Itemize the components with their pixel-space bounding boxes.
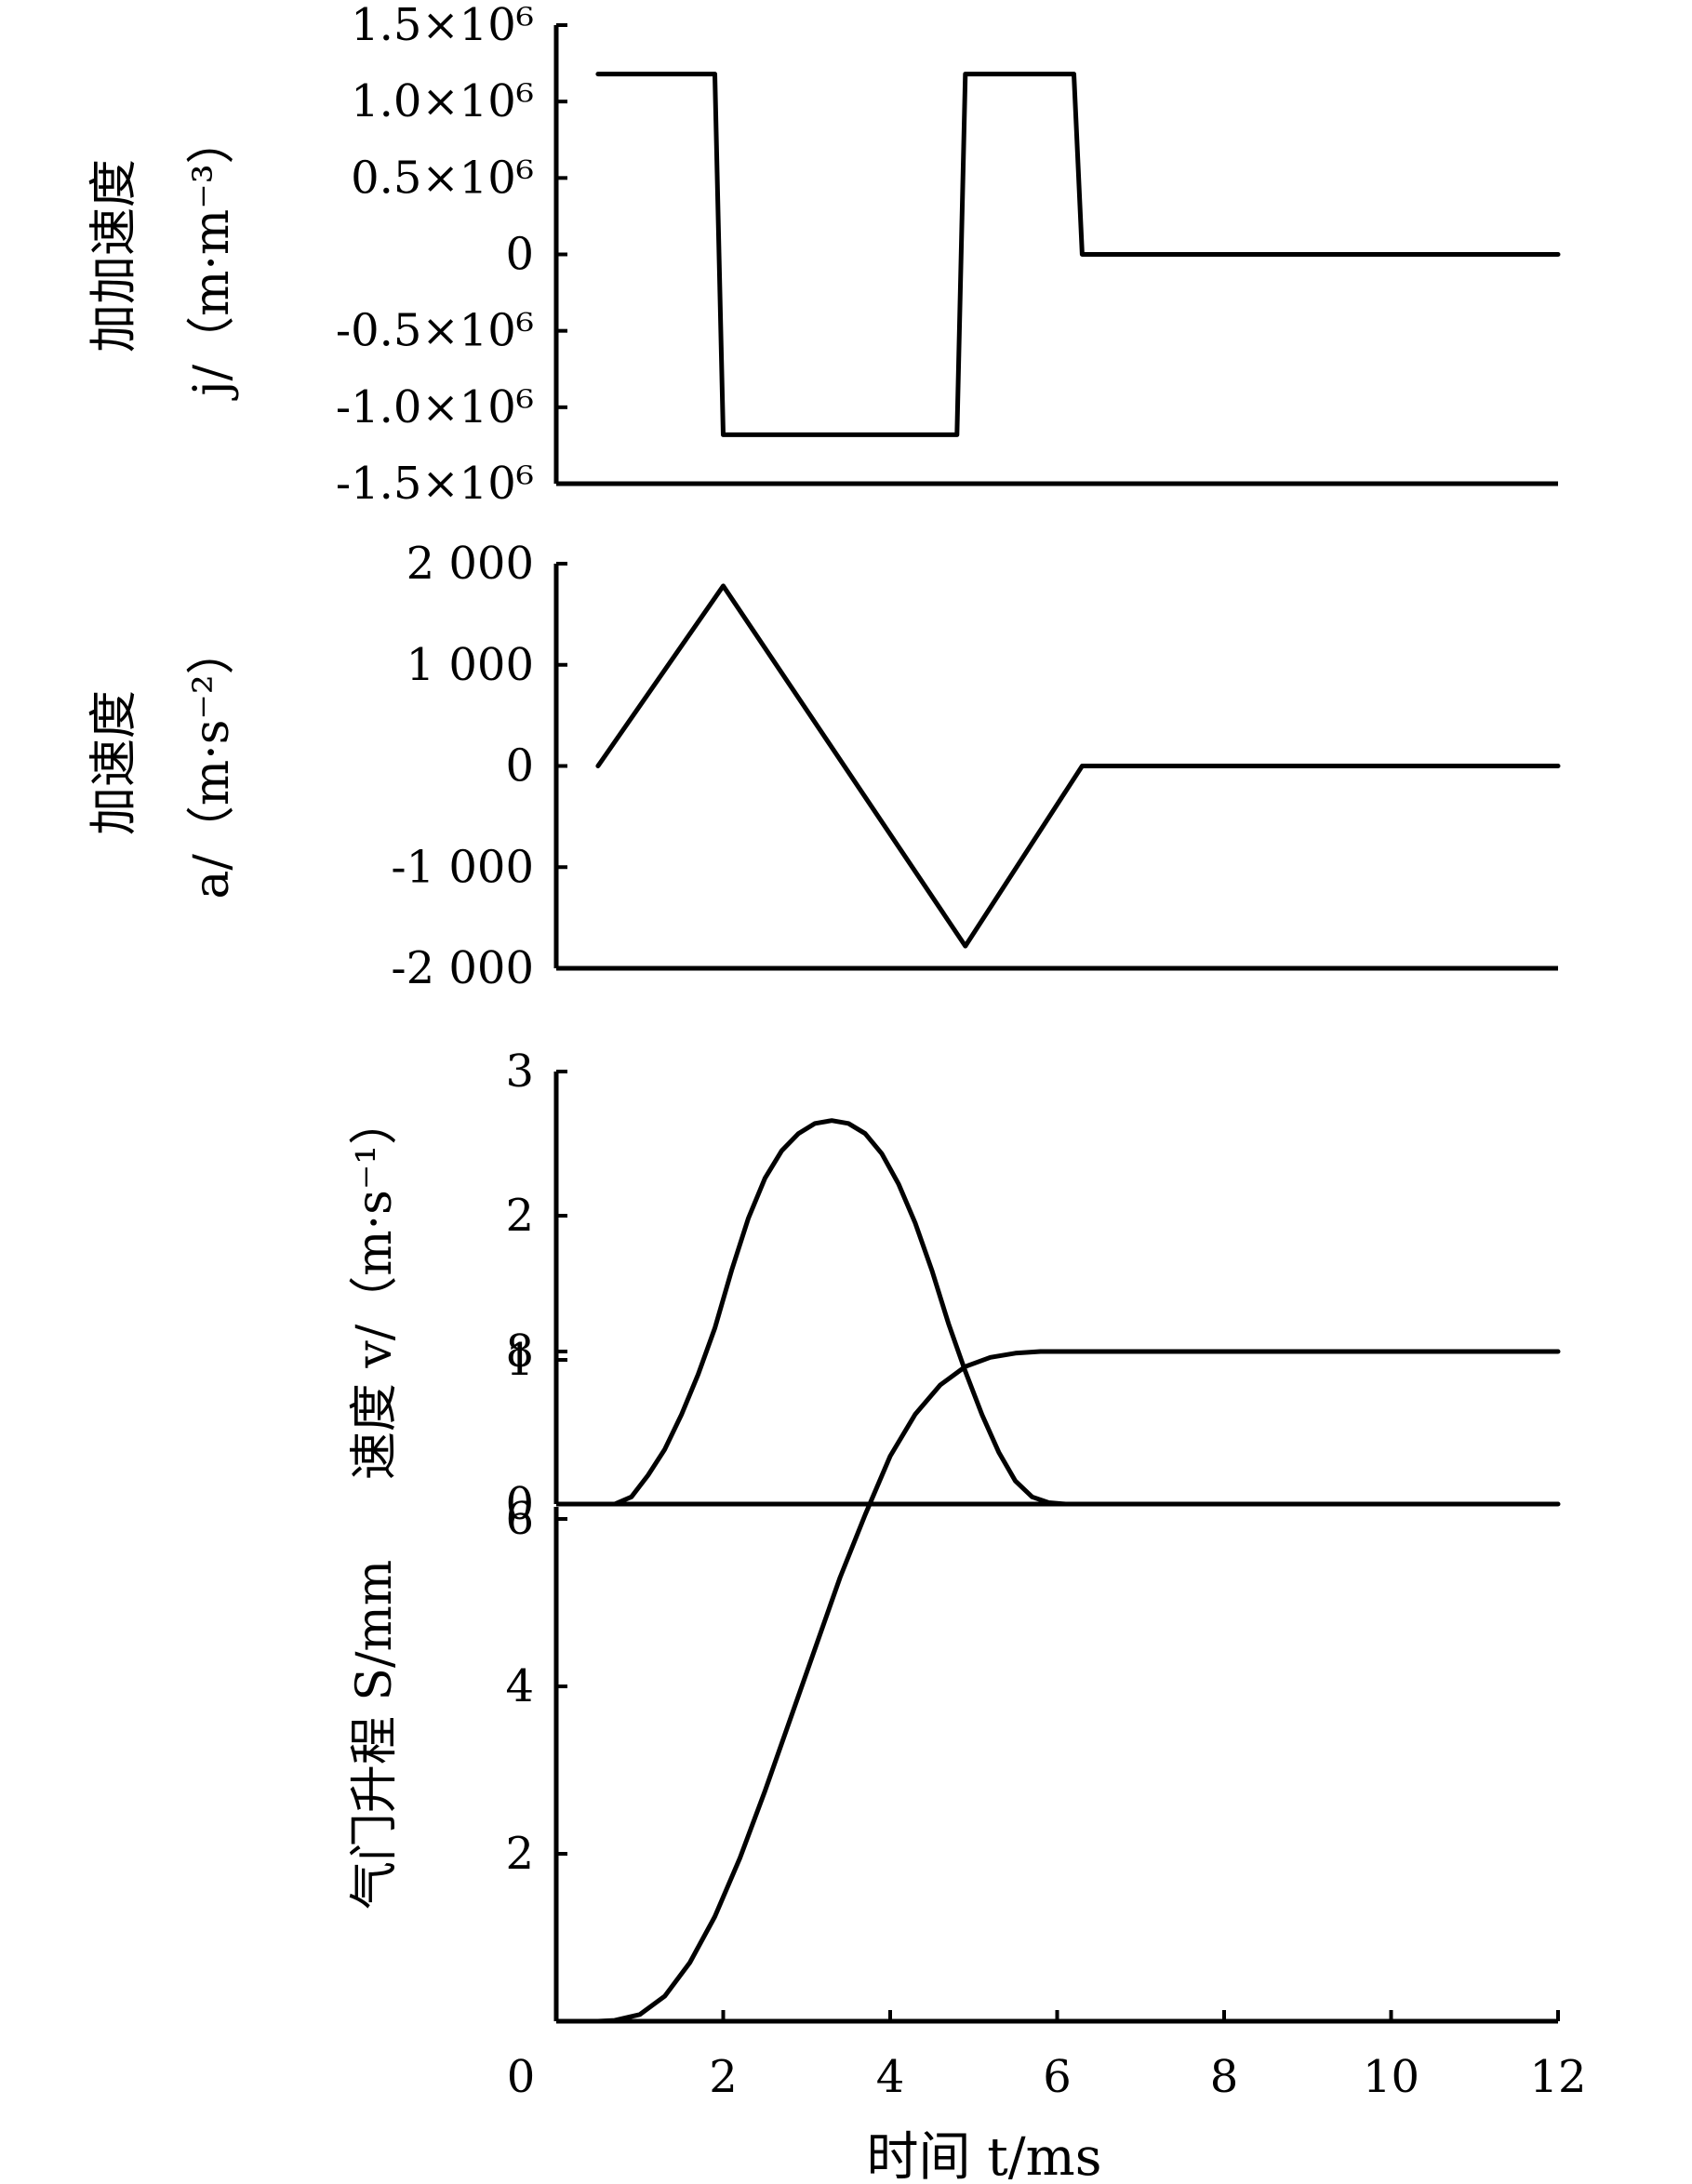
y-axis-title: a/（m·s⁻²） (184, 626, 240, 899)
panel-velocity: 0 1 2 3 速度 v/（m·s⁻¹） (347, 1045, 1561, 1530)
y-tick-label: 2 (505, 1828, 534, 1880)
shared-x-axis: 时间 t/ms 0 2 4 6 8 10 12 (507, 2010, 1587, 2184)
y-tick-label: 3 (505, 1045, 534, 1098)
y-tick-label: -1 000 (391, 841, 534, 893)
x-tick-label: 0 (507, 2051, 536, 2103)
y-tick-label: 2 000 (406, 538, 534, 590)
panel-jerk: -1.5×10⁶ -1.0×10⁶ -0.5×10⁶ 0 0.5×10⁶ 1.0×10⁶ 1… (87, 0, 1561, 510)
y-tick-label: -2 000 (391, 942, 534, 994)
y-tick-label: 1.5×10⁶ (351, 0, 534, 51)
y-tick-label: 0 (505, 740, 534, 792)
x-axis-title: 时间 t/ms (866, 2127, 1101, 2184)
y-tick-label: 0.5×10⁶ (351, 152, 534, 204)
x-tick-label: 4 (876, 2051, 905, 2103)
x-tick-label: 10 (1363, 2051, 1419, 2103)
series-line-acceleration (595, 583, 1561, 949)
y-tick-label: 0 (505, 229, 534, 281)
y-axis-title: 速度 v/（m·s⁻¹） (347, 1097, 403, 1480)
x-tick-label: 6 (1043, 2051, 1072, 2103)
y-tick-label: -1.5×10⁶ (336, 458, 534, 510)
chart-panels: -1.5×10⁶ -1.0×10⁶ -0.5×10⁶ 0 0.5×10⁶ 1.0×10⁶ 1… (87, 0, 1561, 2024)
y-axis-title: j/（m·m⁻³） (184, 115, 240, 400)
series-line-lift (595, 1349, 1561, 2024)
y-tick-label: 1 000 (406, 639, 534, 691)
y-tick-label: 1 (505, 1334, 534, 1386)
y-tick-label: 2 (505, 1190, 534, 1242)
series-line-velocity (595, 1118, 1561, 1507)
x-tick-label: 12 (1529, 2051, 1586, 2103)
y-tick-label: -1.0×10⁶ (336, 381, 534, 433)
y-tick-label: -0.5×10⁶ (336, 305, 534, 357)
series-line-jerk (595, 72, 1561, 437)
y-tick-label: 0 (505, 1478, 534, 1530)
y-tick-label: 1.0×10⁶ (351, 75, 534, 127)
x-tick-label: 2 (709, 2051, 738, 2103)
y-tick-label: 8 (505, 1325, 534, 1378)
y-tick-label: 6 (505, 1493, 534, 1545)
panel-lift: 2 4 6 8 气门升程 S/mm (347, 1325, 1561, 2024)
y-axis-title: 气门升程 S/mm (347, 1560, 403, 1910)
y-tick-label: 4 (505, 1660, 534, 1712)
panel-acceleration: -2 000 -1 000 0 1 000 2 000 加速度 a/（m·s⁻²） (87, 538, 1561, 994)
y-axis-title: 加加速度 (87, 159, 142, 353)
x-tick-label: 8 (1210, 2051, 1239, 2103)
y-axis-title: 加速度 (87, 690, 142, 835)
